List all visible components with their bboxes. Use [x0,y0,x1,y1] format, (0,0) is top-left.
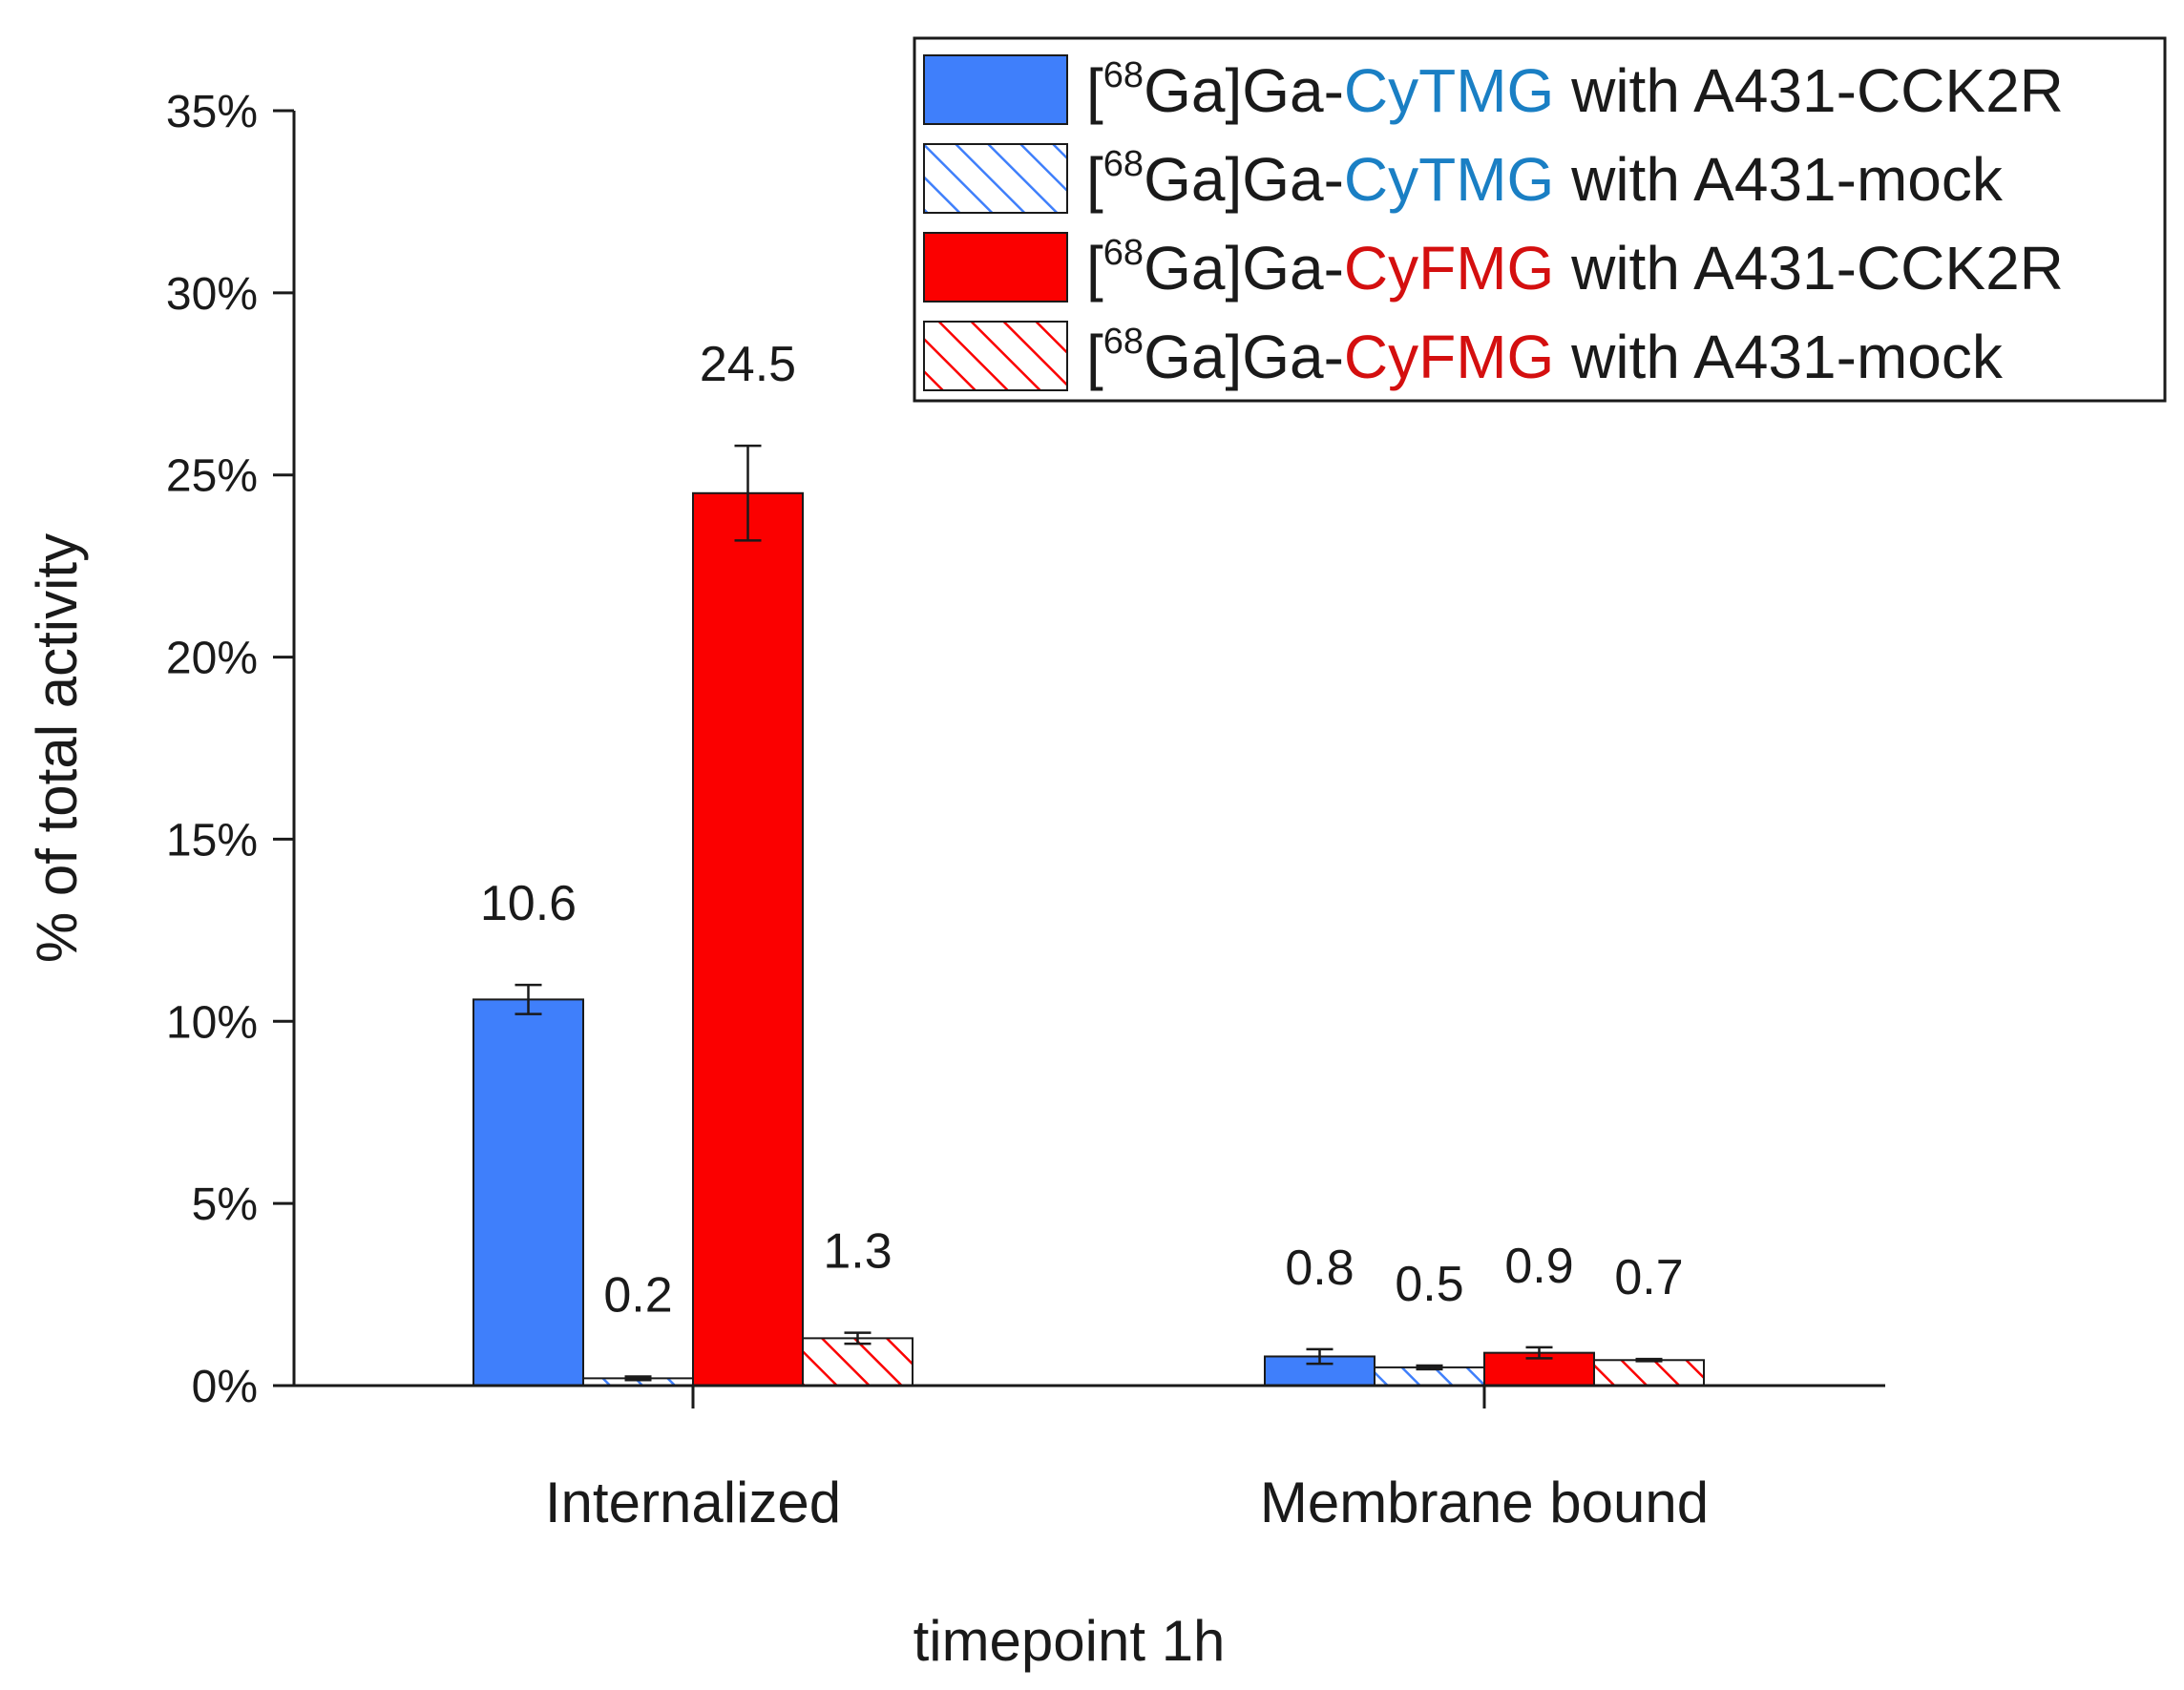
y-axis-title: % of total activity [25,533,89,963]
error-bar [1306,1347,1334,1366]
bar-4-internalized [802,1337,914,1387]
legend-box [913,36,2167,403]
y-tick-label: 10% [166,997,258,1048]
legend-swatch-3 [923,232,1068,303]
error-bar [514,983,542,1015]
data-label: 0.2 [603,1267,672,1323]
x-category-label: Internalized [545,1471,841,1534]
legend-swatch-4 [923,321,1068,391]
legend-entry-3: [68Ga]Ga-CyFMG with A431-CCK2R [1086,233,2064,303]
data-label: 24.5 [700,337,796,392]
bar-4-membrane-bound [1593,1359,1705,1387]
legend-swatch-1 [923,54,1068,125]
bar-1-internalized [472,998,584,1387]
y-tick-label: 30% [166,269,258,320]
x-axis-title: timepoint 1h [914,1609,1226,1673]
y-tick-label: 20% [166,634,258,684]
legend-entry-2: [68Ga]Ga-CyTMG with A431-mock [1086,144,2004,214]
data-label: 0.9 [1504,1239,1573,1294]
y-tick-label: 0% [192,1362,258,1412]
data-label: 0.5 [1395,1257,1463,1312]
bar-3-internalized [692,491,804,1387]
data-label: 1.3 [823,1224,892,1280]
y-tick-label: 15% [166,815,258,866]
legend-entry-4: [68Ga]Ga-CyFMG with A431-mock [1086,322,2004,391]
y-tick-label: 25% [166,451,258,502]
y-tick-label: 35% [166,87,258,137]
error-bar [734,444,762,542]
legend: [68Ga]Ga-CyTMG with A431-CCK2R [68Ga]Ga-C… [913,36,2167,403]
y-tick-label: 5% [192,1179,258,1230]
data-label: 0.7 [1614,1250,1683,1305]
legend-entry-1: [68Ga]Ga-CyTMG with A431-CCK2R [1086,55,2064,125]
error-bar [1635,1357,1663,1363]
legend-swatch-2 [923,143,1068,214]
x-category-label: Membrane bound [1260,1471,1709,1534]
error-bar [844,1331,872,1346]
error-bar [1416,1364,1443,1371]
data-label: 10.6 [480,876,577,931]
error-bar [1525,1346,1553,1360]
error-bar [624,1375,652,1382]
data-label: 0.8 [1285,1241,1354,1296]
